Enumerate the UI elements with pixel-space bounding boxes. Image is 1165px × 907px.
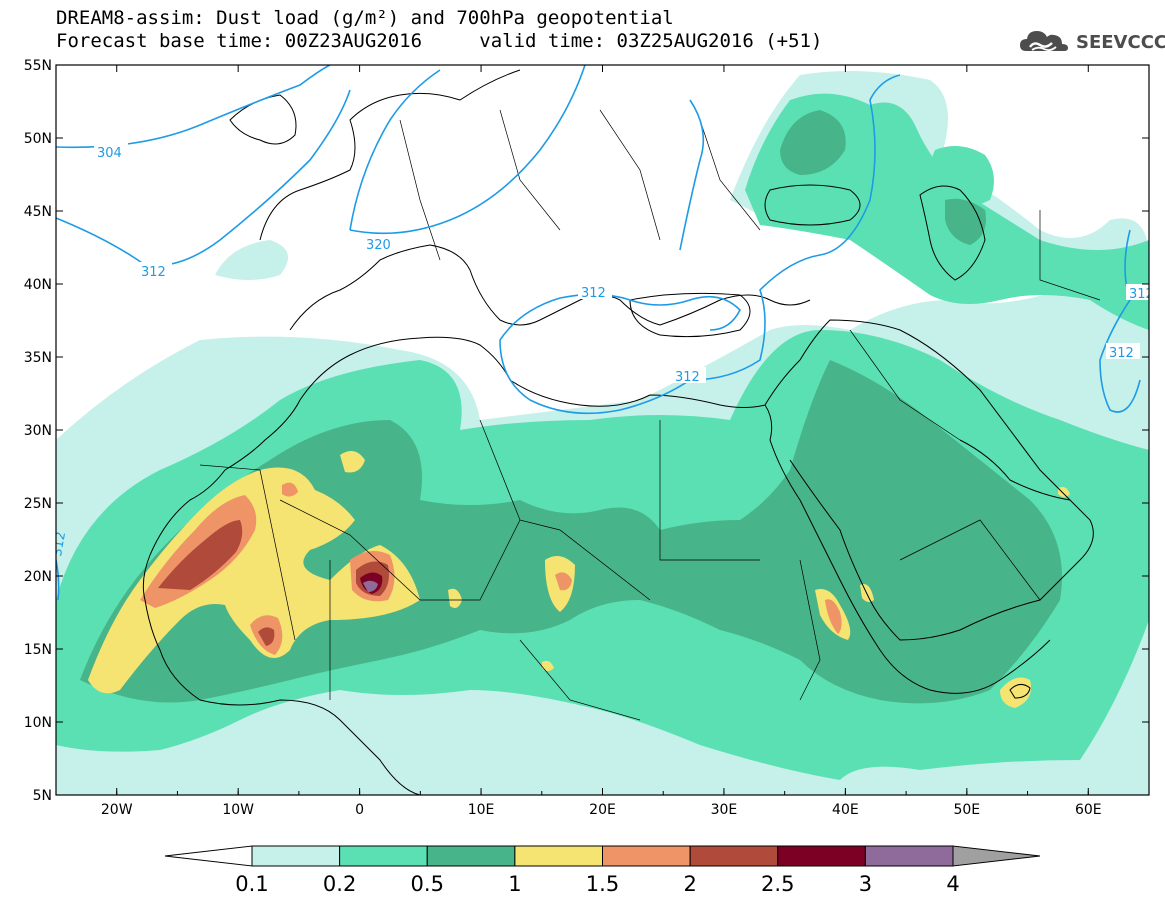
contour-label: 312 (141, 265, 166, 280)
contour-label-group: 304 312 320 312 312 312 312 312 (50, 143, 1154, 558)
dust-field-3 (363, 580, 378, 592)
contour-label: 320 (366, 238, 391, 253)
cloud-icon (1020, 31, 1068, 52)
colorbar-level-label: 1.5 (585, 872, 620, 896)
contour-label: 312 (675, 370, 700, 385)
valid-time: valid time: 03Z25AUG2016 (+51) (479, 30, 823, 52)
lat-tick-label: 10N (24, 715, 52, 731)
base-time: Forecast base time: 00Z23AUG2016 (56, 30, 423, 52)
lat-tick-label: 35N (24, 350, 52, 366)
lon-tick-label: 20W (101, 802, 133, 818)
lat-tick-label: 20N (24, 569, 52, 585)
lat-tick-label: 5N (33, 788, 52, 804)
lon-tick-label: 30E (711, 802, 738, 818)
colorbar-low-arrow (164, 845, 253, 867)
lon-tick-label: 10E (468, 802, 495, 818)
lat-tick-label: 30N (24, 423, 52, 439)
map-panel: 304 312 320 312 312 312 312 312 (50, 65, 1154, 795)
lon-tick-label: 60E (1075, 802, 1102, 818)
colorbar-high-arrow (952, 845, 1041, 867)
lat-tick-label: 40N (24, 277, 52, 293)
lon-tick-label: 20E (589, 802, 616, 818)
colorbar-level-label: 2.5 (761, 872, 795, 896)
lat-tick-label: 15N (24, 642, 52, 658)
logo-text: SEEVCCC (1076, 32, 1165, 53)
colorbar (164, 845, 1041, 867)
coastlines (142, 69, 1094, 795)
seevccc-logo: SEEVCCC (1018, 25, 1165, 57)
map-title: DREAM8-assim: Dust load (g/m²) and 700hP… (56, 7, 674, 29)
lat-tick-label: 55N (24, 58, 52, 74)
colorbar-level-label: 0.5 (410, 872, 444, 896)
country-borders (199, 109, 1101, 721)
colorbar-segment (426, 845, 516, 867)
colorbar-segment (339, 845, 428, 867)
contour-label: 304 (97, 146, 122, 161)
colorbar-segment (777, 845, 866, 867)
geopotential-contours (56, 65, 1141, 601)
contour-label: 312 (1109, 346, 1134, 361)
lon-tick-label: 40E (832, 802, 859, 818)
forecast-times: Forecast base time: 00Z23AUG2016 valid t… (56, 32, 822, 51)
colorbar-segment (251, 845, 341, 867)
colorbar-level-label: 0.2 (322, 872, 357, 896)
colorbar-segment (864, 845, 954, 867)
lon-tick-label: 0 (355, 802, 364, 818)
colorbar-segment (602, 845, 691, 867)
colorbar-level-label: 4 (946, 872, 960, 896)
contour-label: 312 (1129, 287, 1154, 302)
colorbar-segment (514, 845, 603, 867)
lat-tick-label: 50N (24, 131, 52, 147)
colorbar-level-label: 0.1 (235, 872, 269, 896)
lat-tick-label: 25N (24, 496, 52, 512)
lon-tick-label: 50E (953, 802, 980, 818)
contour-label: 312 (581, 286, 606, 301)
contour-label: 312 (50, 531, 69, 558)
lat-tick-label: 45N (24, 204, 52, 220)
lon-tick-label: 10W (222, 802, 254, 818)
axis-labels: 5N 10N 15N 20N 25N 30N 35N 40N 45N 50N 55N 20W 10W 0 1… (24, 58, 1102, 818)
colorbar-level-label: 2 (683, 872, 697, 896)
axis-ticks (55, 64, 1150, 796)
colorbar-level-label: 1 (508, 872, 522, 896)
colorbar-segment (689, 845, 779, 867)
colorbar-level-label: 3 (858, 872, 873, 896)
